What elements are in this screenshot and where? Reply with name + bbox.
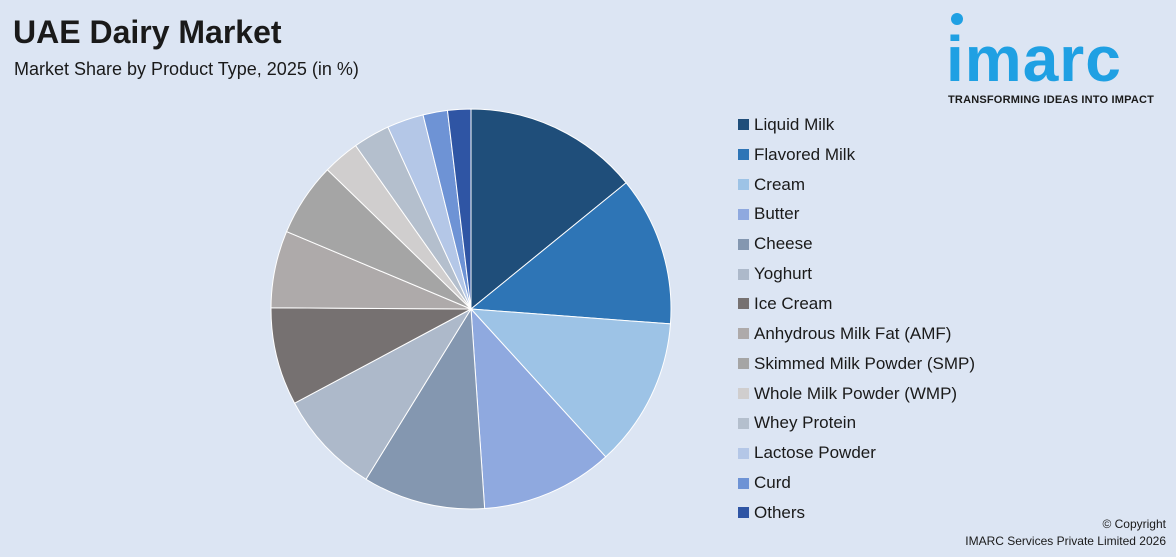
pie-slice-yoghurt — [293, 307, 473, 480]
legend-swatch — [738, 417, 749, 429]
legend-swatch — [738, 447, 749, 459]
copyright-notice: © Copyright IMARC Services Private Limit… — [965, 516, 1166, 550]
pie-slice-ice-cream — [270, 307, 472, 404]
logo-dot-icon — [951, 13, 963, 25]
legend-swatch — [738, 328, 749, 340]
legend-item-cream: Cream — [738, 170, 975, 200]
logo-wordmark: imarc — [946, 23, 1122, 95]
legend-swatch — [738, 119, 749, 131]
legend-item-liquid-milk: Liquid Milk — [738, 110, 975, 140]
legend-label: Anhydrous Milk Fat (AMF) — [754, 323, 952, 343]
legend-item-whole-milk-powder-wmp: Whole Milk Powder (WMP) — [738, 379, 975, 409]
legend-item-whey-protein: Whey Protein — [738, 408, 975, 438]
legend-item-lactose-powder: Lactose Powder — [738, 438, 975, 468]
copyright-line-1: © Copyright — [1102, 517, 1166, 531]
legend-label: Liquid Milk — [754, 114, 835, 134]
legend-label: Ice Cream — [754, 293, 833, 313]
legend-swatch — [738, 208, 749, 220]
legend-label: Curd — [754, 473, 791, 493]
legend-item-anhydrous-milk-fat-amf: Anhydrous Milk Fat (AMF) — [738, 319, 975, 349]
legend-item-others: Others — [738, 498, 975, 528]
pie-slice-cream — [469, 308, 671, 458]
legend-label: Cheese — [754, 234, 813, 254]
pie-slice-cheese — [365, 307, 486, 510]
legend-swatch — [738, 268, 749, 280]
imarc-logo: imarc TRANSFORMING IDEAS INTO IMPACT — [946, 12, 1171, 112]
legend-item-butter: Butter — [738, 200, 975, 230]
legend-swatch — [738, 388, 749, 400]
legend-item-flavored-milk: Flavored Milk — [738, 140, 975, 170]
legend-label: Others — [754, 502, 806, 522]
legend-item-yoghurt: Yoghurt — [738, 259, 975, 289]
legend-item-ice-cream: Ice Cream — [738, 289, 975, 319]
legend-label: Skimmed Milk Powder (SMP) — [754, 353, 976, 373]
pie-slice-liquid-milk — [470, 108, 627, 311]
legend-item-skimmed-milk-powder-smp: Skimmed Milk Powder (SMP) — [738, 349, 975, 379]
legend-swatch — [738, 358, 749, 370]
legend-label: Whole Milk Powder (WMP) — [754, 383, 958, 403]
legend-label: Yoghurt — [754, 264, 812, 284]
pie-slice-flavored-milk — [469, 182, 672, 325]
legend-swatch — [738, 477, 749, 489]
pie-chart — [270, 108, 672, 510]
logo-tagline: TRANSFORMING IDEAS INTO IMPACT — [948, 94, 1155, 106]
pie-slice-others — [446, 108, 472, 310]
legend-swatch — [738, 238, 749, 250]
copyright-line-2: IMARC Services Private Limited 2026 — [965, 534, 1166, 548]
legend-label: Whey Protein — [754, 413, 857, 433]
legend-label: Butter — [754, 204, 800, 224]
chart-subtitle: Market Share by Product Type, 2025 (in %… — [14, 59, 359, 79]
legend-label: Cream — [754, 174, 806, 194]
chart-legend: Liquid Milk Flavored Milk Cream Butter Chees… — [738, 110, 975, 528]
legend-label: Flavored Milk — [754, 144, 856, 164]
legend-label: Lactose Powder — [754, 443, 876, 463]
legend-item-cheese: Cheese — [738, 229, 975, 259]
legend-item-curd: Curd — [738, 468, 975, 498]
legend-swatch — [738, 298, 749, 310]
pie-slice-butter — [470, 307, 607, 510]
chart-title: UAE Dairy Market — [13, 14, 282, 50]
legend-swatch — [738, 179, 749, 191]
legend-swatch — [738, 507, 749, 519]
legend-swatch — [738, 149, 749, 161]
